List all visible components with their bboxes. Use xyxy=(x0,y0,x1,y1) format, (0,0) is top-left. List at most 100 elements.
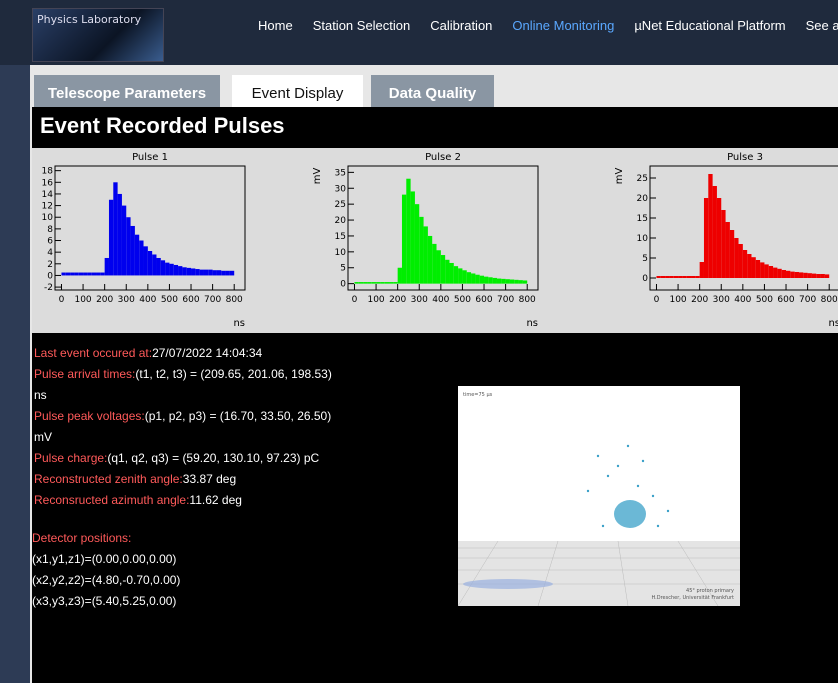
info-value: ns xyxy=(34,388,47,402)
nav-link[interactable]: See also... xyxy=(806,18,838,33)
histogram-bar xyxy=(74,273,78,276)
nav-link[interactable]: Station Selection xyxy=(313,18,411,33)
info-value: (p1, p2, p3) = (16.70, 33.50, 26.50) xyxy=(145,409,331,423)
tab[interactable]: Data Quality xyxy=(371,75,494,107)
y-tick-label: 2 xyxy=(47,260,53,270)
plot-title: Pulse 1 xyxy=(132,152,168,163)
logo[interactable]: Physics Laboratory xyxy=(32,8,164,62)
x-tick-label: 500 xyxy=(756,295,773,305)
tab[interactable]: Event Display xyxy=(232,75,363,107)
info-label: Reconsructed azimuth angle: xyxy=(34,493,189,507)
x-tick-label: 600 xyxy=(777,295,794,305)
info-line: mV xyxy=(34,427,332,448)
histogram-bar xyxy=(148,251,152,275)
y-tick-label: 25 xyxy=(335,200,346,210)
histogram-bar xyxy=(131,226,135,275)
y-tick-label: 14 xyxy=(42,190,54,200)
x-tick-label: 0 xyxy=(654,295,660,305)
x-tick-label: 400 xyxy=(139,295,156,305)
histogram-bar xyxy=(700,262,704,278)
histogram-bar xyxy=(221,271,225,276)
histogram-bar xyxy=(92,273,96,276)
histogram-bar xyxy=(437,250,441,283)
event-info: Last event occured at:27/07/2022 14:04:3… xyxy=(34,343,332,511)
menu: Home Station Selection Calibration Online M… xyxy=(258,15,838,34)
histogram-bar xyxy=(415,204,419,283)
histogram-bar xyxy=(187,268,191,276)
histogram-bar xyxy=(687,276,691,278)
y-tick-label: 30 xyxy=(335,184,347,194)
shower-core xyxy=(614,500,646,528)
logo-text: Physics Laboratory xyxy=(37,13,141,26)
info-line: Last event occured at:27/07/2022 14:04:3… xyxy=(34,343,332,364)
histogram-bar xyxy=(169,264,173,276)
histogram-bar xyxy=(510,280,514,284)
nav-link[interactable]: Calibration xyxy=(430,18,492,33)
y-tick-label: 10 xyxy=(42,213,54,223)
histogram-bar xyxy=(786,271,790,278)
info-line: Pulse arrival times:(t1, t2, t3) = (209.… xyxy=(34,364,332,385)
info-value: 11.62 deg xyxy=(189,493,242,507)
histogram-bar xyxy=(764,264,768,278)
histogram-bar xyxy=(682,276,686,278)
histogram-bar xyxy=(411,191,415,283)
histogram-bar xyxy=(61,273,65,276)
nav-link[interactable]: Home xyxy=(258,18,293,33)
info-value: mV xyxy=(34,430,52,444)
x-tick-label: 500 xyxy=(161,295,178,305)
info-value: (t1, t2, t3) = (209.65, 201.06, 198.53) xyxy=(135,367,331,381)
info-line: Pulse charge:(q1, q2, q3) = (59.20, 130.… xyxy=(34,448,332,469)
info-label: Pulse arrival times: xyxy=(34,367,135,381)
x-tick-label: 0 xyxy=(352,295,358,305)
x-tick-label: 600 xyxy=(182,295,199,305)
histogram-bar xyxy=(777,269,781,278)
y-tick-label: 5 xyxy=(340,264,346,274)
body: {"nav":{"logo":"Physics Laboratory","ite… xyxy=(0,0,838,683)
histogram-bar xyxy=(501,279,505,284)
histogram-bar xyxy=(739,244,743,278)
plot-title: Pulse 2 xyxy=(425,152,461,163)
histogram-bar xyxy=(100,273,104,276)
histogram-bar xyxy=(445,260,449,284)
histogram-bar xyxy=(182,267,186,275)
x-tick-label: 200 xyxy=(389,295,406,305)
histogram-bar xyxy=(208,270,212,276)
section-title: Event Recorded Pulses xyxy=(40,113,285,139)
tab[interactable]: Telescope Parameters xyxy=(34,75,220,107)
main: Telescope Parameters Event DisplayData Qu… xyxy=(30,65,838,683)
histogram-bar xyxy=(726,222,730,278)
histogram-bar xyxy=(359,282,363,284)
x-tick-label: 100 xyxy=(669,295,686,305)
nav-link[interactable]: µNet Educational Platform xyxy=(634,18,785,33)
histogram-bar xyxy=(480,276,484,284)
y-tick-label: 16 xyxy=(42,178,54,188)
shower-time: time=75 µs xyxy=(463,392,493,398)
histogram-bar xyxy=(514,280,518,284)
y-tick-label: 15 xyxy=(637,214,648,224)
histogram-bar xyxy=(747,254,751,278)
histogram-bar xyxy=(389,282,393,284)
histogram-bar xyxy=(200,270,204,276)
detector-positions: Detector positions:(x1,y1,z1)=(0.00,0.00… xyxy=(32,528,180,612)
histogram-bar xyxy=(428,236,432,284)
x-tick-label: 800 xyxy=(821,295,838,305)
histogram-bar xyxy=(656,276,660,278)
histogram-bar xyxy=(109,200,113,276)
histogram-bar xyxy=(665,276,669,278)
histogram-bar xyxy=(506,279,510,283)
histogram-bar xyxy=(376,282,380,284)
histogram-bar xyxy=(372,282,376,284)
nav-link[interactable]: Online Monitoring xyxy=(512,18,614,33)
histogram-bar xyxy=(708,174,712,278)
x-tick-label: 200 xyxy=(96,295,113,305)
histogram-bar xyxy=(816,274,820,278)
info-line: Pulse peak voltages:(p1, p2, p3) = (16.7… xyxy=(34,406,332,427)
histogram-bar xyxy=(523,280,527,283)
detector-heading: Detector positions: xyxy=(32,528,180,549)
histogram-bar xyxy=(695,276,699,278)
histogram-bar xyxy=(118,194,122,276)
histogram-bar xyxy=(230,271,234,276)
histogram-bar xyxy=(406,179,410,284)
